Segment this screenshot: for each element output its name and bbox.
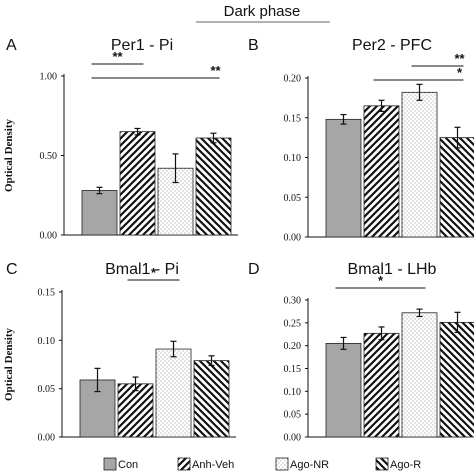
panel-B: B Per2 - PFC 0.00 0.05 0.10 0.15 0.20 ***: [248, 37, 474, 244]
bar-ago-nr: [401, 91, 438, 238]
y-tick-label: 0.05: [38, 384, 56, 395]
bar-ago-nr: [401, 312, 438, 438]
legend-swatch-con: [103, 457, 117, 471]
panel-C: C Bmal1 - Pi Optical Density 0.00 0.05 0.10 0.…: [3, 261, 236, 444]
significance-label: **: [210, 63, 221, 78]
panel-title: Per1 - Pi: [111, 37, 173, 54]
legend-swatch-ago-r: [375, 457, 389, 471]
panel-title: Bmal1 - LHb: [348, 261, 437, 278]
bar-anh-veh: [117, 383, 154, 438]
bar-ago-r: [193, 360, 230, 438]
figure-title: Dark phase: [224, 3, 301, 20]
y-tick-label: 0.05: [284, 193, 302, 204]
y-tick-label: 0.25: [284, 318, 302, 329]
legend-swatch-ago-nr: [275, 457, 289, 471]
y-tick-label: 0.10: [284, 387, 302, 398]
significance-label: *: [457, 65, 463, 80]
bar-ago-nr: [155, 348, 192, 438]
y-tick-label: 0.10: [284, 153, 302, 164]
bar-con: [325, 118, 362, 238]
y-tick-label: 0.15: [284, 364, 302, 375]
y-tick-label: 0.15: [38, 288, 56, 299]
panel-letter: C: [6, 261, 18, 278]
y-tick-label: 1.00: [40, 72, 58, 83]
panel-letter: A: [6, 37, 17, 54]
significance-label: *: [151, 265, 157, 280]
y-tick-label: 0.15: [284, 113, 302, 124]
bar-con: [81, 190, 118, 236]
legend-label: Anh-Veh: [192, 459, 234, 471]
y-tick-label: 0.00: [284, 233, 302, 244]
bar-ago-r: [439, 137, 474, 238]
panel-title: Bmal1 - Pi: [105, 261, 179, 278]
significance-label: **: [454, 51, 465, 66]
y-tick-label: 0.50: [40, 151, 58, 162]
significance-label: **: [112, 49, 123, 64]
y-tick-label: 0.00: [284, 433, 302, 444]
bar-anh-veh: [363, 105, 400, 238]
panel-letter: D: [248, 261, 260, 278]
legend: Con Anh-Veh Ago-NR Ago-R: [103, 457, 421, 471]
legend-swatch-anh-veh: [177, 457, 191, 471]
legend-label: Con: [118, 459, 138, 471]
y-axis-label: Optical Density: [3, 118, 15, 192]
bar-ago-r: [439, 321, 474, 438]
panel-D: D Bmal1 - LHb 0.00 0.05 0.10 0.15 0.20 0.25 0.30…: [248, 261, 474, 444]
y-tick-label: 0.20: [284, 74, 302, 85]
bar-anh-veh: [363, 332, 400, 438]
y-tick-label: 0.05: [284, 410, 302, 421]
bar-anh-veh: [119, 131, 156, 236]
bar-con: [325, 342, 362, 438]
legend-label: Ago-NR: [290, 459, 329, 471]
panel-A: A Per1 - Pi Optical Density 0.00 0.50 1.00 ** *…: [3, 37, 238, 242]
y-tick-label: 0.30: [284, 296, 302, 307]
y-tick-label: 0.10: [38, 336, 56, 347]
legend-label: Ago-R: [390, 459, 421, 471]
y-tick-label: 0.20: [284, 341, 302, 352]
significance-label: *: [378, 273, 384, 288]
panel-title: Per2 - PFC: [352, 37, 432, 54]
panel-letter: B: [248, 37, 259, 54]
y-tick-label: 0.00: [40, 231, 58, 242]
y-tick-label: 0.00: [38, 433, 56, 444]
y-axis-label: Optical Density: [3, 327, 15, 401]
bar-ago-r: [195, 137, 232, 236]
